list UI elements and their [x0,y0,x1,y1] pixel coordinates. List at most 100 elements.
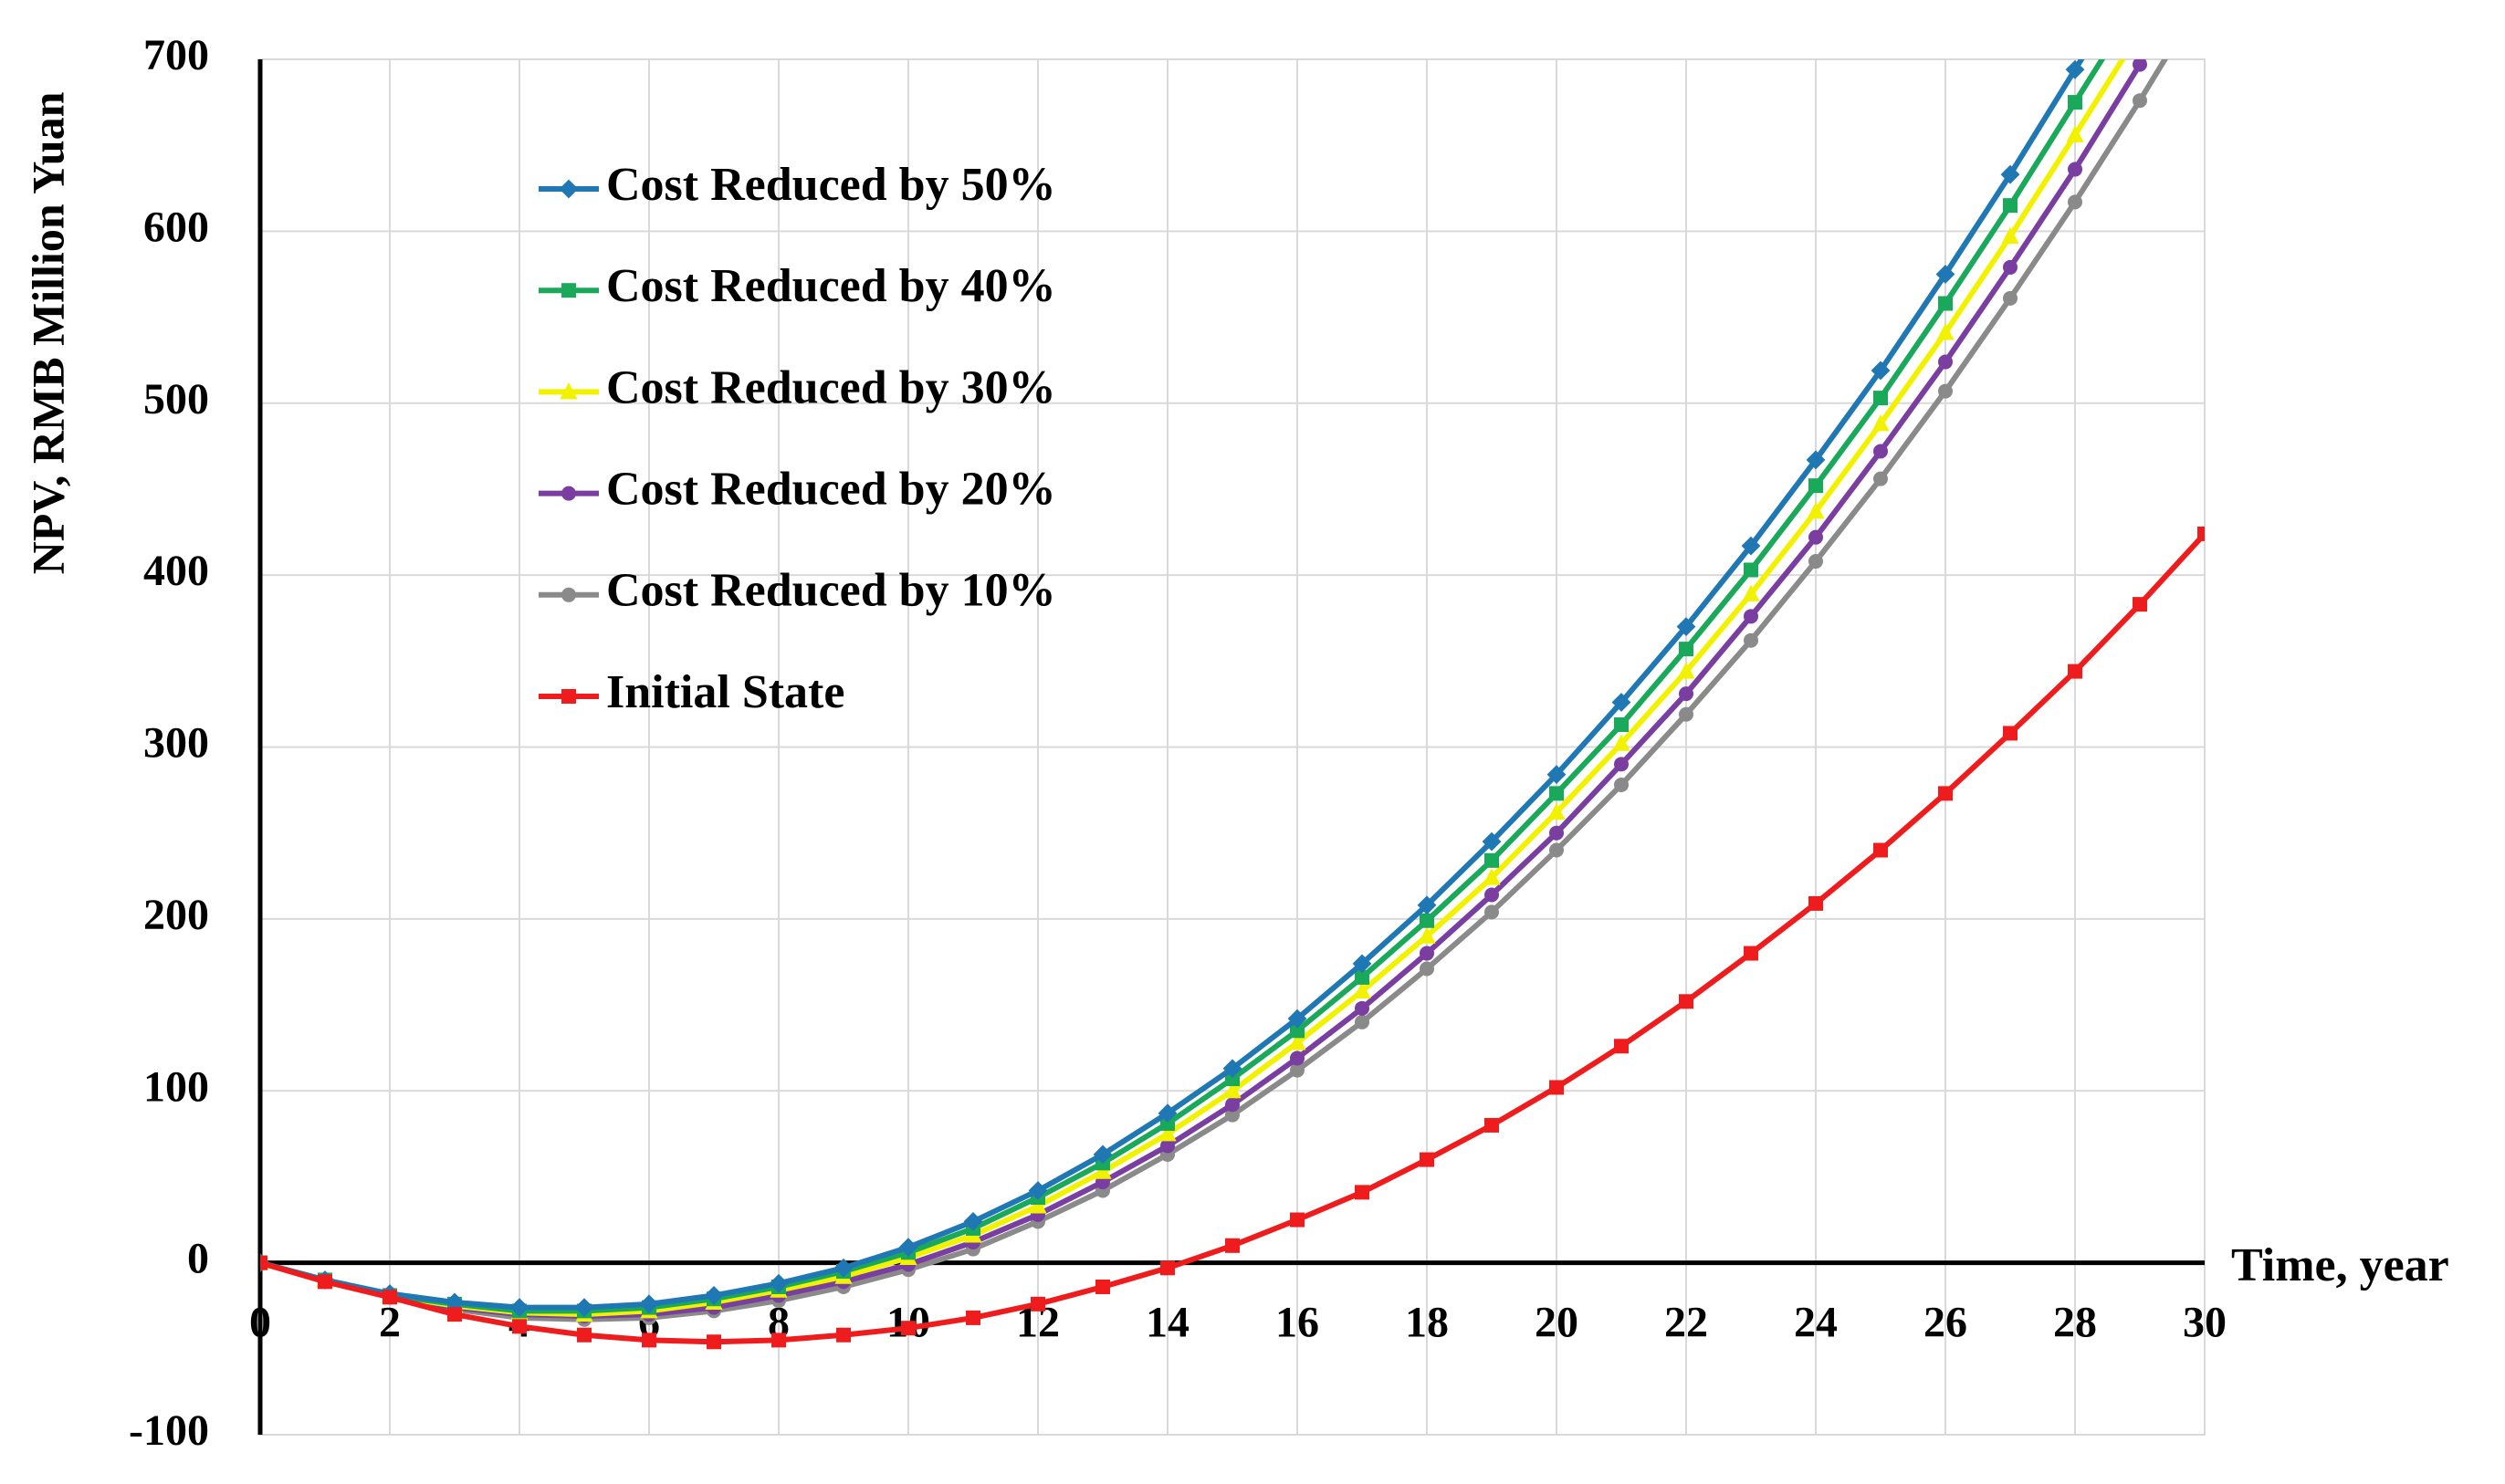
marker [1873,391,1888,406]
marker [898,1238,918,1258]
y-tick-label: -100 [129,1406,209,1455]
x-tick-label: 28 [2053,1299,2097,1347]
y-tick-label: 400 [143,547,209,595]
marker [1679,686,1693,702]
marker [2133,597,2147,612]
marker [2068,95,2082,110]
marker [2068,664,2082,679]
marker [1483,868,1501,885]
marker [1807,502,1825,519]
marker [2133,59,2147,72]
marker [1355,969,1369,985]
marker [707,1334,721,1350]
y-tick-label: 500 [143,375,209,423]
marker [1225,1107,1240,1123]
marker [1744,609,1758,624]
marker [1611,693,1631,712]
marker [1290,1050,1305,1066]
marker [1225,1097,1240,1113]
y-tick-label: 0 [187,1235,209,1283]
x-tick-label: 14 [1146,1299,1190,1347]
marker [704,1286,724,1305]
marker [561,283,576,298]
marker [1160,1138,1175,1154]
marker [2133,93,2147,109]
marker [1095,1279,1110,1294]
marker [1355,1014,1369,1029]
x-tick-label: 22 [1664,1299,1708,1347]
marker [1222,1059,1242,1079]
marker [1417,895,1437,915]
marker [561,587,576,602]
marker [1744,562,1758,578]
marker [1614,1039,1629,1054]
marker [1935,265,1955,284]
marker [771,1332,786,1348]
marker [1484,887,1499,903]
marker [1808,895,1823,911]
marker [1614,757,1629,772]
marker [1290,1062,1305,1078]
marker [1158,1123,1177,1142]
marker [1353,981,1371,998]
marker [1549,1080,1564,1095]
marker [2131,22,2148,38]
marker [1742,584,1760,601]
x-tick-label: 20 [1535,1299,1578,1347]
marker [2197,0,2212,1]
marker [1355,1000,1369,1016]
marker [1744,632,1758,648]
marker [1614,777,1629,792]
marker [1094,1162,1112,1179]
marker [1808,554,1823,570]
marker [574,1298,594,1318]
marker [1744,946,1758,961]
marker [1160,1116,1175,1132]
marker [901,1321,916,1336]
marker [260,1255,267,1270]
legend-label: Cost Reduced by 40% [606,260,1056,312]
marker [769,1273,789,1293]
marker [561,689,576,704]
marker [2003,290,2018,306]
x-tick-label: 18 [1405,1299,1449,1347]
marker [1938,296,1953,311]
marker [2065,59,2085,79]
legend-label: Cost Reduced by 30% [606,361,1056,413]
marker [1484,852,1499,868]
plot-series [260,0,2212,1350]
marker [1808,529,1823,545]
marker [512,1319,527,1334]
y-tick-label: 300 [143,719,209,768]
marker [1612,734,1630,751]
legend-label: Initial State [606,666,844,718]
marker [2003,259,2018,275]
marker [1938,786,1953,801]
legend-label: Cost Reduced by 10% [606,565,1056,617]
marker [1873,444,1888,459]
marker [1158,1103,1178,1123]
x-tick-label: 2 [379,1299,401,1347]
marker [1420,913,1434,928]
marker [1936,323,1955,340]
marker [1549,825,1564,841]
marker [2133,0,2147,6]
marker [1418,926,1436,944]
marker [1352,954,1372,974]
marker [1873,471,1888,486]
marker [1679,642,1693,657]
marker [1420,1152,1434,1167]
marker [966,1310,980,1325]
legend-label: Cost Reduced by 20% [606,464,1056,516]
marker [1871,413,1890,432]
marker [1420,961,1434,977]
marker [836,1327,851,1343]
y-tick-label: 600 [143,203,209,251]
marker [1741,536,1761,556]
legend-label: Cost Reduced by 50% [606,159,1056,211]
y-tick-label: 200 [143,891,209,939]
marker [2068,162,2082,177]
marker [560,382,578,400]
x-tick-label: 24 [1794,1299,1838,1347]
marker [447,1307,462,1322]
